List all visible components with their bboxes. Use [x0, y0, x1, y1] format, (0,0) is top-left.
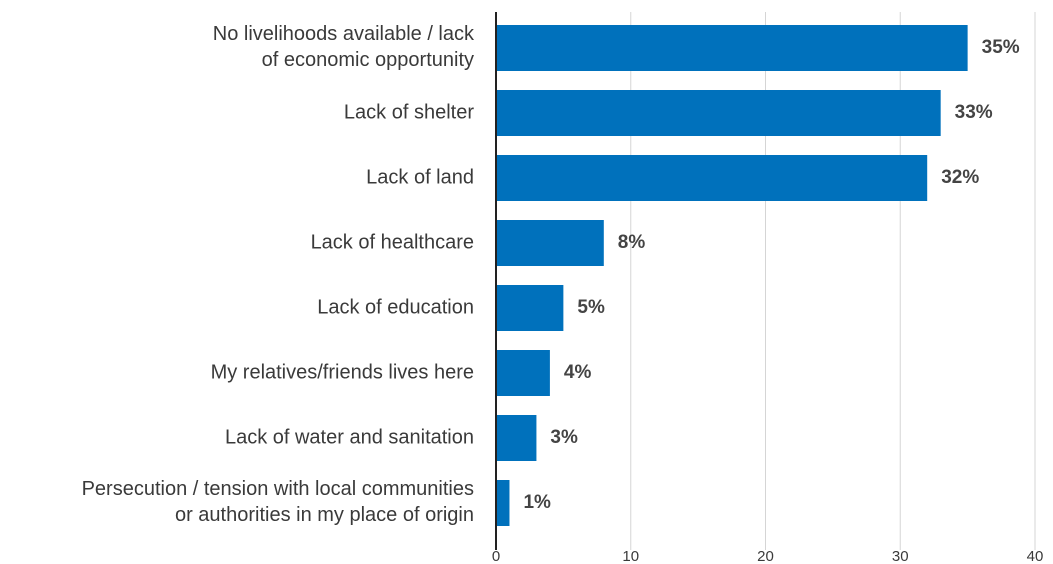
value-label: 3% — [550, 427, 578, 448]
value-label: 32% — [941, 167, 979, 188]
bar — [496, 415, 537, 461]
category-label: Lack of land — [366, 166, 474, 188]
bar — [496, 220, 604, 266]
bar — [496, 285, 564, 331]
category-label: No livelihoods available / lack of econom… — [213, 23, 475, 71]
category-label: My relatives/friends lives here — [211, 361, 474, 383]
value-label: 4% — [564, 362, 592, 383]
x-tick-label: 10 — [622, 548, 639, 564]
value-label: 33% — [955, 102, 993, 123]
category-label: Lack of shelter — [344, 101, 474, 123]
value-label: 8% — [618, 232, 646, 253]
value-label: 1% — [523, 492, 551, 513]
category-label: Lack of water and sanitation — [225, 426, 474, 448]
category-label: Lack of education — [317, 296, 474, 318]
x-tick-label: 20 — [757, 548, 774, 564]
value-label: 5% — [577, 297, 605, 318]
value-label: 35% — [982, 37, 1020, 58]
bar — [496, 350, 550, 396]
category-label: Lack of healthcare — [311, 231, 474, 253]
bar — [496, 25, 968, 71]
x-tick-label: 40 — [1027, 548, 1044, 564]
bar — [496, 90, 941, 136]
category-label: Persecution / tension with local communi… — [82, 478, 474, 526]
bar — [496, 155, 928, 201]
x-tick-label: 0 — [492, 548, 500, 564]
x-tick-label: 30 — [892, 548, 909, 564]
bar — [496, 480, 510, 526]
